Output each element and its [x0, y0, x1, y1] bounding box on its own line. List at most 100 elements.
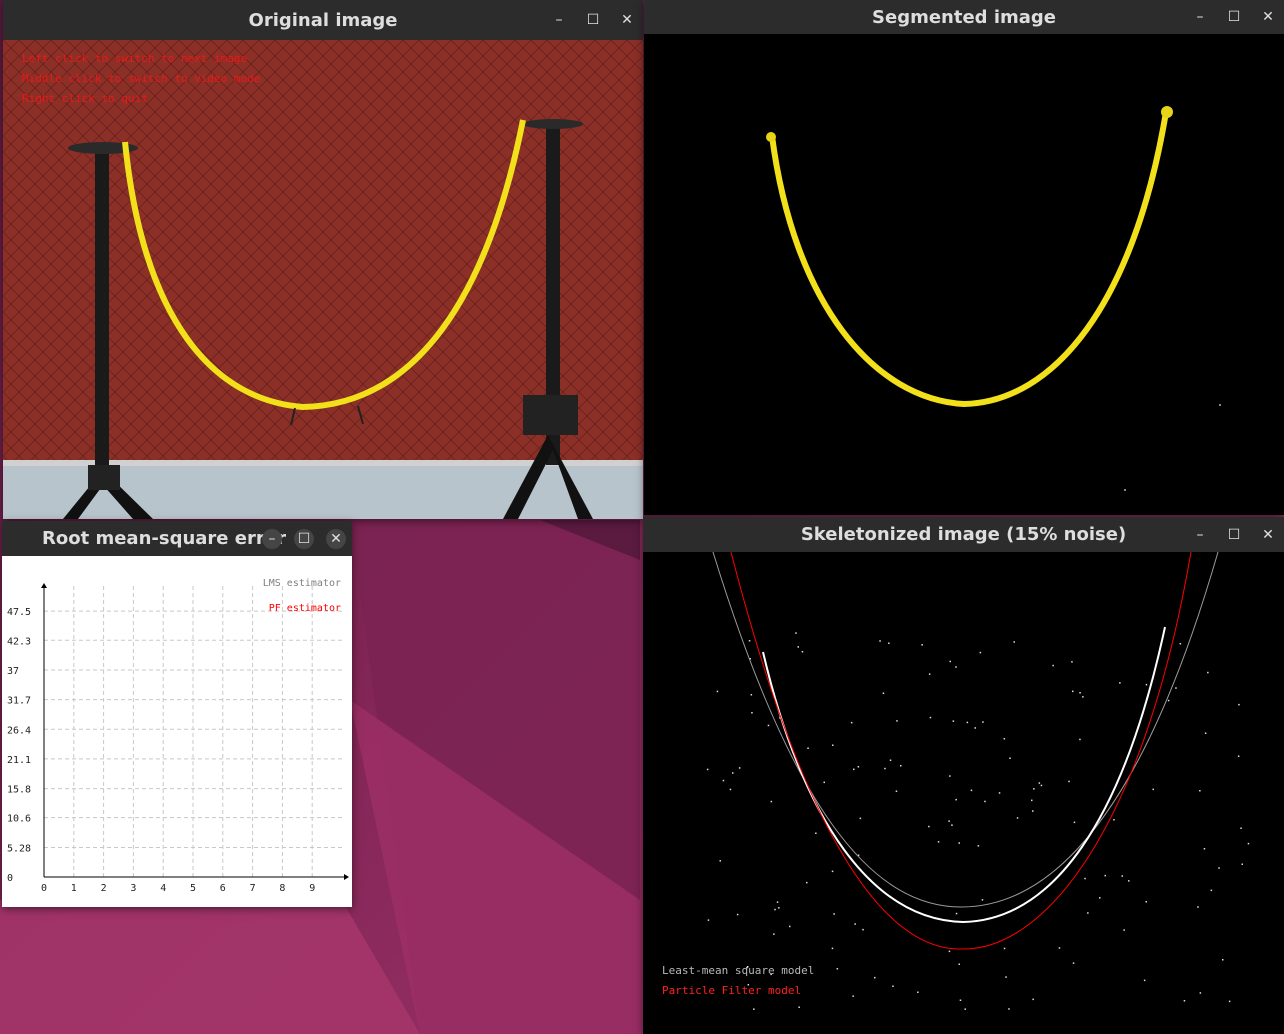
noise-point: [1071, 661, 1073, 663]
original-image-canvas[interactable]: Left click to switch to next image Middl…: [3, 40, 643, 519]
noise-point: [1152, 788, 1154, 791]
noise-point: [748, 640, 751, 642]
x-tick-label: 0: [41, 883, 47, 894]
pf-model-curve: [730, 551, 1192, 950]
noise-point: [1032, 998, 1034, 1001]
minimize-icon[interactable]: –: [555, 12, 563, 28]
noise-point: [1199, 790, 1201, 792]
noise-point: [1203, 848, 1206, 850]
noise-point: [882, 692, 885, 694]
x-tick-label: 7: [250, 883, 256, 894]
noise-point: [1222, 959, 1224, 961]
maximize-icon[interactable]: ☐: [294, 528, 314, 549]
noise-point: [1183, 1000, 1186, 1002]
noise-point: [889, 759, 892, 761]
noise-point: [1204, 732, 1207, 734]
noise-point: [773, 933, 775, 935]
rmse-titlebar[interactable]: Root mean-square error – ☐ ✕: [2, 521, 352, 556]
noise-point: [857, 766, 860, 768]
x-tick-label: 3: [130, 883, 136, 894]
noise-point: [706, 768, 709, 771]
noise-point: [1237, 755, 1240, 757]
noise-point: [1104, 874, 1106, 877]
noise-point: [852, 995, 854, 997]
y-tick-label: 15.8: [7, 785, 31, 796]
noise-point: [1119, 682, 1121, 684]
original-titlebar[interactable]: Original image – ☐ ✕: [3, 0, 643, 40]
maximize-icon[interactable]: ☐: [586, 12, 600, 28]
noise-point: [1128, 880, 1130, 882]
maximize-icon[interactable]: ☐: [1227, 9, 1241, 25]
noise-point: [753, 1008, 755, 1010]
skeleton-titlebar[interactable]: Skeletonized image (15% noise) – ☐ ✕: [643, 517, 1284, 552]
close-icon[interactable]: ✕: [326, 528, 346, 549]
noise-point: [859, 817, 862, 820]
segmented-image-canvas[interactable]: [644, 34, 1284, 515]
noise-point: [1058, 947, 1061, 949]
minimize-icon[interactable]: –: [1196, 526, 1204, 543]
close-icon[interactable]: ✕: [621, 12, 633, 28]
noise-point: [746, 966, 748, 969]
instruction-list: Left click to switch to next image Middl…: [22, 49, 260, 109]
noise-point: [1121, 875, 1123, 877]
noise-point: [738, 767, 741, 769]
y-tick-label: 42.3: [7, 636, 31, 647]
y-tick-label: 31.7: [7, 696, 31, 707]
maximize-icon[interactable]: ☐: [1227, 526, 1241, 543]
lms-model-curve: [712, 551, 1219, 908]
noise-point: [982, 721, 984, 723]
noise-point: [1072, 962, 1075, 964]
noise-point: [1003, 947, 1006, 950]
noise-point: [959, 999, 962, 1001]
noise-point: [1068, 780, 1070, 783]
noise-point: [958, 842, 960, 844]
x-axis-arrow: [344, 874, 349, 880]
noise-point: [937, 841, 940, 843]
close-icon[interactable]: ✕: [1262, 526, 1274, 543]
noise-point: [716, 690, 719, 693]
noise-point: [736, 913, 739, 916]
legend-entry: PF estimator: [269, 603, 341, 614]
x-tick-label: 4: [160, 883, 166, 894]
noise-point: [789, 925, 791, 928]
noise-point: [1052, 664, 1054, 667]
noise-point: [798, 1006, 800, 1008]
noise-point: [770, 800, 773, 803]
noise-point: [1079, 692, 1081, 694]
noise-point: [892, 985, 894, 987]
noise-point: [1228, 1000, 1231, 1003]
noise-point: [1167, 699, 1170, 702]
noise-point: [1079, 738, 1081, 741]
noise-point: [806, 881, 808, 884]
noise-point: [900, 765, 902, 767]
noise-point: [707, 919, 710, 921]
noise-point: [948, 950, 951, 953]
y-tick-label: 26.4: [7, 725, 31, 736]
noise-point: [1032, 810, 1034, 812]
noise-point: [949, 775, 951, 777]
noise-point: [747, 984, 750, 986]
segmented-titlebar[interactable]: Segmented image – ☐ ✕: [644, 0, 1284, 34]
noise-point: [1087, 912, 1089, 914]
noise-point: [1009, 757, 1011, 759]
noise-point: [862, 928, 864, 931]
skeleton-image-canvas[interactable]: Least-mean square model Particle Filter …: [643, 551, 1284, 1034]
noise-point: [1207, 671, 1209, 674]
noise-point: [979, 651, 982, 654]
minimize-icon[interactable]: –: [1196, 9, 1204, 25]
noise-point: [1199, 992, 1202, 994]
noise-point: [1016, 817, 1019, 819]
noise-point: [974, 727, 976, 729]
noise-point: [1073, 821, 1076, 824]
noise-point: [732, 772, 734, 774]
noise-point: [767, 724, 770, 727]
x-tick-label: 1: [71, 883, 77, 894]
noise-point: [1003, 738, 1006, 740]
minimize-icon[interactable]: –: [262, 528, 282, 549]
noise-point: [928, 825, 930, 828]
noise-point: [774, 908, 776, 911]
close-icon[interactable]: ✕: [1262, 9, 1274, 25]
rmse-chart-area: 0 1 2 3 4 5 6 7 8 9 0 5.28 10.6 15.8 21.1 26.4 31.7 37 42.…: [2, 556, 352, 907]
